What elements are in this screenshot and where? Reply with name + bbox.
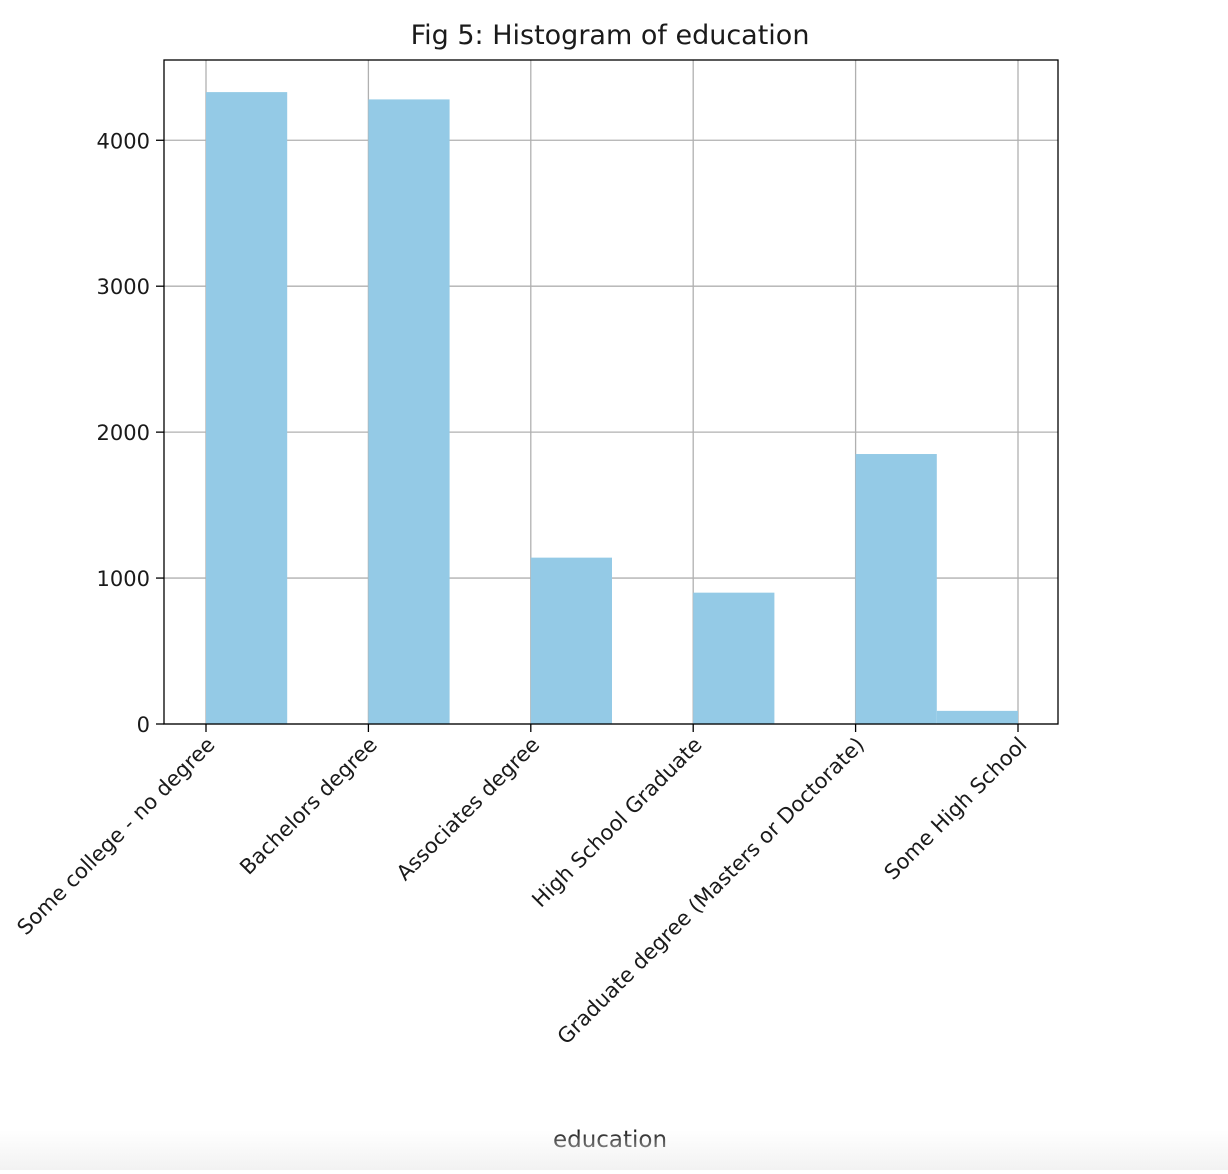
x-tick-label: Some college - no degree [12, 733, 219, 940]
x-tick-label: Some High School [880, 733, 1032, 885]
x-axis: Some college - no degree Bachelors degree… [12, 724, 1032, 1049]
bar [530, 557, 612, 724]
x-tick-label: Graduate degree (Masters or Doctorate) [553, 733, 869, 1049]
x-tick-label: Bachelors degree [235, 733, 382, 880]
y-tick-label: 1000 [97, 567, 150, 591]
bar [368, 99, 450, 724]
chart-title: Fig 5: Histogram of education [411, 20, 810, 51]
y-tick-label: 0 [137, 713, 150, 737]
bar [693, 592, 775, 724]
y-tick-label: 4000 [97, 129, 150, 153]
x-tick-label: Associates degree [392, 733, 545, 886]
y-tick-label: 2000 [97, 421, 150, 445]
bar [855, 454, 937, 724]
y-axis: 0 1000 2000 3000 4000 [97, 129, 164, 737]
bar [936, 710, 1018, 724]
x-axis-label: education [553, 1127, 667, 1153]
plot-frame [163, 59, 1059, 725]
x-tick-label: High School Graduate [527, 733, 706, 912]
y-tick-label: 3000 [97, 275, 150, 299]
bar [206, 92, 288, 725]
bars [206, 92, 1018, 725]
